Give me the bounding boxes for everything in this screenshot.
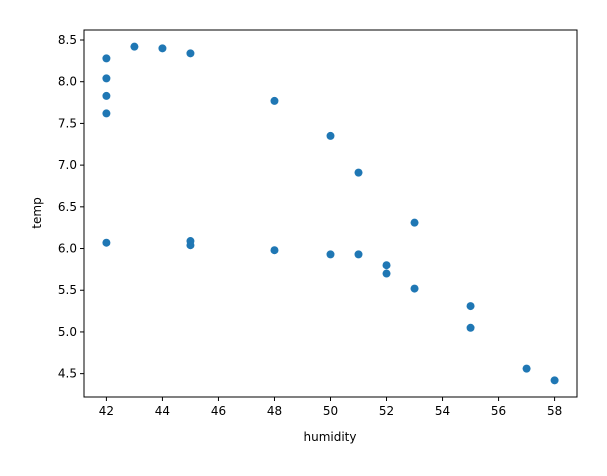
y-tick-label: 5.0 <box>58 325 77 339</box>
scatter-point <box>354 168 363 177</box>
x-tick-label: 56 <box>491 404 506 418</box>
scatter-point <box>186 241 195 250</box>
x-tick-label: 54 <box>435 404 450 418</box>
scatter-point <box>382 269 391 278</box>
scatter-point <box>354 250 363 259</box>
scatter-point <box>186 49 195 58</box>
scatter-point <box>102 109 111 118</box>
x-tick-label: 44 <box>155 404 170 418</box>
x-axis-label: humidity <box>304 430 357 444</box>
scatter-point <box>410 218 419 227</box>
y-tick-label: 7.5 <box>58 116 77 130</box>
x-tick-label: 58 <box>547 404 562 418</box>
scatter-point <box>102 74 111 83</box>
y-tick-label: 4.5 <box>58 367 77 381</box>
y-tick-label: 5.5 <box>58 283 77 297</box>
y-tick-label: 6.5 <box>58 200 77 214</box>
x-axis-ticks: 42 44 46 48 50 52 54 56 58 <box>99 397 562 418</box>
scatter-point <box>550 376 559 385</box>
scatter-point <box>466 323 475 332</box>
scatter-point <box>410 284 419 293</box>
scatter-point <box>466 302 475 311</box>
scatter-point <box>326 131 335 140</box>
scatter-point <box>382 261 391 270</box>
y-tick-label: 8.5 <box>58 33 77 47</box>
scatter-point <box>102 238 111 247</box>
x-tick-label: 50 <box>323 404 338 418</box>
scatter-point <box>522 364 531 373</box>
y-axis-ticks: 4.5 5.0 5.5 6.0 6.5 7.0 7.5 8.0 8.5 <box>58 33 84 381</box>
x-tick-label: 46 <box>211 404 226 418</box>
scatter-point <box>102 91 111 100</box>
scatter-point <box>130 42 139 51</box>
scatter-point <box>102 54 111 63</box>
scatter-point <box>270 246 279 255</box>
scatter-point <box>158 44 167 53</box>
plot-area-frame <box>83 29 578 398</box>
y-tick-label: 7.0 <box>58 158 77 172</box>
x-tick-label: 48 <box>267 404 282 418</box>
y-tick-label: 6.0 <box>58 242 77 256</box>
y-axis-label: temp <box>30 197 44 228</box>
x-tick-label: 52 <box>379 404 394 418</box>
x-tick-label: 42 <box>99 404 114 418</box>
scatter-point <box>326 250 335 259</box>
scatter-point <box>270 96 279 105</box>
scatter-points <box>102 42 559 385</box>
y-tick-label: 8.0 <box>58 75 77 89</box>
